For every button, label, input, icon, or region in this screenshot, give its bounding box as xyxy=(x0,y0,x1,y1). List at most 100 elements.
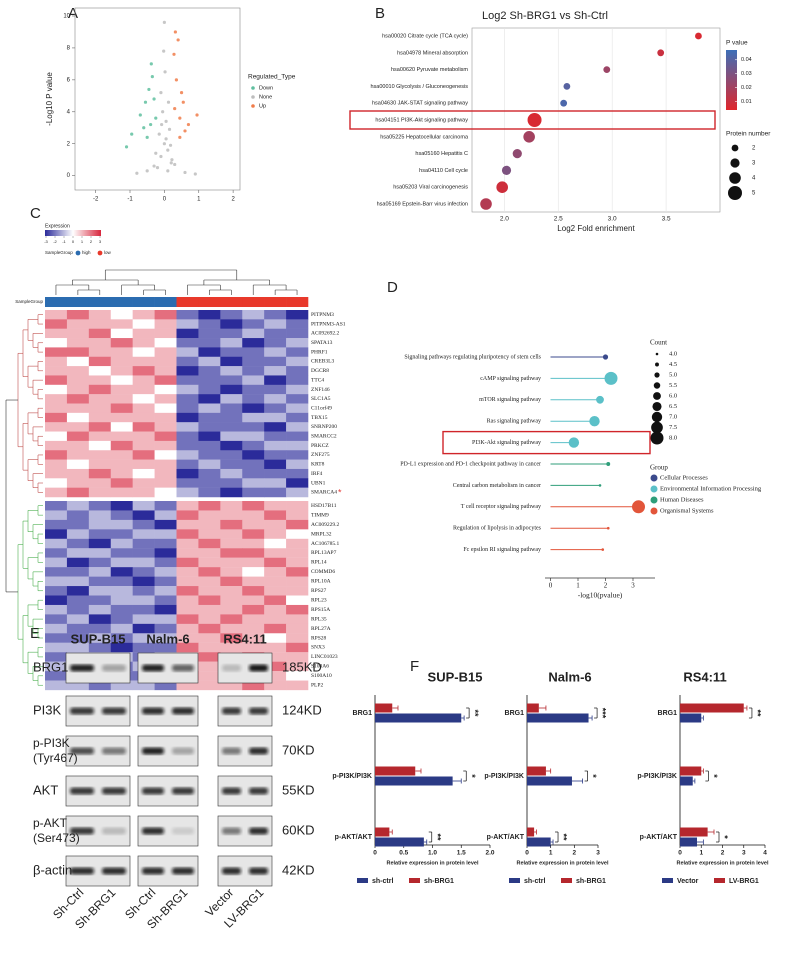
bubble xyxy=(603,66,611,73)
row-label: SNRNP200 xyxy=(311,424,337,430)
heat-cell xyxy=(220,422,243,432)
heat-cell xyxy=(198,614,221,624)
heat-cell xyxy=(154,328,177,339)
heat-cell xyxy=(198,557,221,568)
row-label: UBN1 xyxy=(311,480,326,486)
heat-cell xyxy=(176,595,199,606)
heat-cell xyxy=(198,633,221,643)
size-swatch xyxy=(728,186,742,200)
heat-cell xyxy=(132,328,155,339)
bubble xyxy=(512,149,522,159)
heat-cell xyxy=(220,586,243,596)
category-label: hsa04110 Cell cycle xyxy=(419,168,468,174)
size-label: 124KD xyxy=(282,702,322,717)
heat-cell xyxy=(45,548,68,558)
colorbar-label: -1 xyxy=(62,239,66,244)
heat-cell xyxy=(45,338,68,348)
row-label: AC009229.2 xyxy=(311,522,340,528)
point xyxy=(147,87,151,92)
colorbar-label: 3 xyxy=(99,239,102,244)
heat-cell xyxy=(198,604,221,615)
heat-cell xyxy=(176,567,199,577)
heat-cell xyxy=(220,633,243,643)
heat-cell xyxy=(66,642,90,653)
bubble xyxy=(480,198,492,210)
heat-cell xyxy=(154,440,177,451)
heat-cell xyxy=(242,375,265,386)
heat-cell xyxy=(45,403,68,414)
colorbar-label: 2 xyxy=(90,239,93,244)
size-swatch xyxy=(729,172,741,184)
heat-cell xyxy=(88,642,112,653)
heat-cell xyxy=(242,450,265,460)
bar xyxy=(680,776,693,786)
category-label: hsa05203 Viral carcinogenesis xyxy=(393,185,468,191)
row-label: RPL23 xyxy=(311,597,327,603)
heat-cell xyxy=(264,403,287,414)
blot-band xyxy=(70,867,94,875)
legend-swatch xyxy=(650,485,658,493)
heat-cell xyxy=(198,356,221,367)
blot-band xyxy=(222,747,241,755)
heat-cell xyxy=(198,567,221,577)
heat-cell xyxy=(110,548,133,558)
heat-cell xyxy=(154,595,177,606)
heat-cell xyxy=(45,671,68,681)
heat-cell xyxy=(198,478,221,488)
x-axis-label: -log10(pvalue) xyxy=(578,591,623,600)
legend-swatch xyxy=(251,104,255,108)
point xyxy=(145,169,149,173)
legend-swatch xyxy=(509,878,520,883)
heat-cell xyxy=(154,431,177,442)
bar xyxy=(527,827,535,837)
category-label: p-PI3K/PI3K xyxy=(332,773,372,780)
heat-cell xyxy=(154,310,177,320)
heat-cell xyxy=(88,510,112,521)
heat-cell xyxy=(220,614,243,624)
heat-cell xyxy=(88,633,112,643)
heat-cell xyxy=(176,338,199,348)
heat-cell xyxy=(110,366,133,376)
category-label: Ras signaling pathway xyxy=(487,419,541,425)
heat-cell xyxy=(242,310,265,320)
heat-cell xyxy=(220,487,243,498)
heat-cell xyxy=(45,623,68,634)
point xyxy=(166,100,171,104)
point xyxy=(179,91,184,95)
heat-cell xyxy=(88,478,112,488)
legend-label: Up xyxy=(259,103,266,109)
heat-cell xyxy=(154,501,177,511)
heat-cell xyxy=(286,538,309,549)
heat-cell xyxy=(45,366,68,376)
row-label: RPL14 xyxy=(311,560,327,566)
legend-label: high xyxy=(82,250,91,255)
point xyxy=(186,122,191,127)
heat-cell xyxy=(88,586,112,596)
size-label: 70KD xyxy=(282,742,315,757)
group-cell xyxy=(198,297,221,307)
heat-cell xyxy=(88,412,112,423)
size-swatch xyxy=(651,411,663,423)
legend-label: low xyxy=(104,250,112,255)
heat-cell xyxy=(132,586,155,596)
heat-cell xyxy=(110,459,133,470)
heat-cell xyxy=(45,356,68,367)
heat-cell xyxy=(88,431,112,442)
row-label: COMMD6 xyxy=(311,569,335,575)
heat-cell xyxy=(198,501,221,511)
heat-cell xyxy=(154,347,177,357)
x-tick-label: -2 xyxy=(93,197,99,203)
blot-band xyxy=(222,707,241,715)
group-cell xyxy=(66,297,90,307)
group-cell xyxy=(242,297,265,307)
heat-cell xyxy=(198,422,221,432)
heat-cell xyxy=(45,652,68,662)
size-label: 5.0 xyxy=(669,371,677,378)
heat-cell xyxy=(45,431,68,442)
row-label: RPL27A xyxy=(311,626,331,632)
heat-cell xyxy=(66,412,90,423)
bar xyxy=(527,776,572,786)
heat-cell xyxy=(66,633,90,643)
heat-cell xyxy=(154,366,177,376)
heat-cell xyxy=(154,422,177,432)
